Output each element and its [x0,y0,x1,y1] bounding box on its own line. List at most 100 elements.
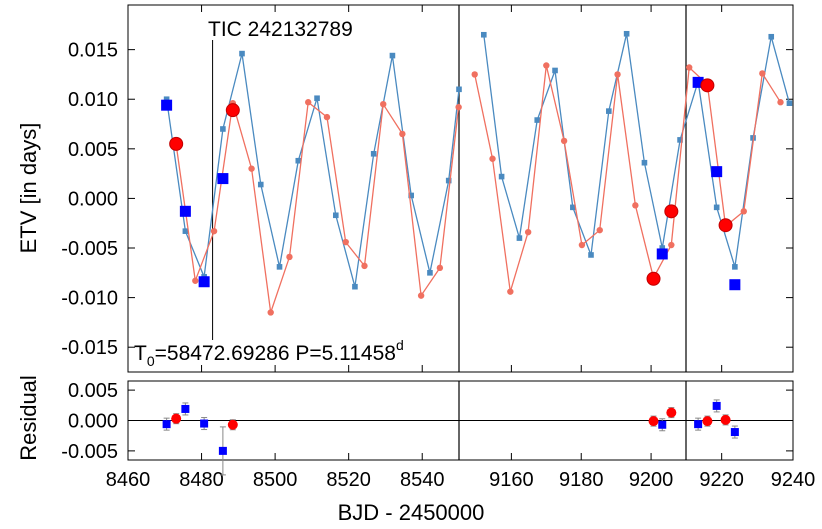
primary-model-point [380,100,387,108]
secondary-model-point [257,181,264,188]
primary-model-point [777,99,784,106]
primary-model-point [436,264,444,272]
x-tick-label: 9240 [771,469,816,491]
primary-model-point [578,241,586,249]
primary-model-point [740,208,747,215]
primary-model-point [305,99,312,106]
y-tick-label-bottom: 0.000 [68,411,118,433]
primary-model-point [417,292,425,299]
primary-model-point [507,288,514,295]
primary-residual-point [702,416,713,427]
secondary-residual-point [730,428,739,437]
primary-observed-point [664,204,679,219]
secondary-model-point [456,86,462,93]
secondary-model-point [332,212,339,219]
y-tick-label-top: 0.015 [68,40,118,62]
secondary-observed-point [161,99,173,111]
secondary-model-point [276,264,283,270]
x-tick-label: 8480 [179,469,224,491]
y-axis-label-top: ETV [in days] [16,123,41,254]
x-axis-label: BJD - 2450000 [338,500,485,525]
chart-title: TIC 242132789 [208,18,353,41]
secondary-model-point [713,204,720,211]
y-tick-label-top: -0.005 [61,238,118,260]
secondary-residual-point [181,404,190,413]
secondary-model-point [389,52,396,59]
secondary-model-point [606,108,612,114]
primary-model-point [560,137,568,145]
secondary-model-point [498,173,505,180]
primary-model-point [455,103,462,111]
secondary-residual-point [218,446,227,455]
primary-residual-point [720,414,731,425]
secondary-model-point [445,177,452,184]
primary-model-point [399,130,406,138]
secondary-residual-point [712,401,721,410]
primary-residual-point [666,407,677,418]
secondary-model-point [352,283,358,290]
secondary-model-point [408,192,414,199]
y-tick-label-top: 0.000 [68,188,118,210]
secondary-model-point [588,252,594,258]
secondary-model-point [182,228,189,234]
primary-residual-point [171,413,182,424]
secondary-model-point [480,31,487,38]
secondary-observed-point [692,76,704,88]
primary-model-point [632,202,639,209]
top-panel-frame [127,4,794,373]
secondary-observed-point [656,248,668,260]
primary-model-line [175,100,460,313]
secondary-model-point [516,235,523,241]
secondary-observed-point [711,166,723,178]
secondary-observed-point [217,173,229,185]
primary-model-point [489,155,496,162]
secondary-model-point [427,270,433,276]
secondary-model-point [295,157,302,164]
secondary-model-point [314,95,320,102]
primary-residual-point [227,419,238,430]
primary-model-point [267,309,274,316]
secondary-model-point [623,30,630,37]
primary-model-point [248,165,255,172]
primary-model-point [323,113,331,121]
primary-model-point [210,227,218,235]
secondary-model-point [163,96,170,103]
secondary-model-line [483,33,791,268]
primary-model-point [471,71,478,78]
primary-model-point [668,241,675,249]
secondary-observed-point [729,279,741,291]
secondary-model-point [534,117,541,123]
y-tick-label-top: -0.015 [61,337,118,359]
y-axis-label-bottom: Residual [16,375,41,461]
secondary-residual-point [694,420,703,429]
primary-model-point [686,64,693,71]
primary-model-point [361,262,368,270]
primary-model-point [286,253,293,261]
secondary-residual-point [200,419,209,428]
primary-model-point [543,62,550,69]
y-tick-label-top: 0.010 [68,89,118,111]
secondary-model-point [641,159,648,166]
x-tick-label: 9160 [489,469,534,491]
secondary-model-point [677,137,683,143]
primary-model-point [596,226,603,234]
secondary-observed-point [179,205,191,217]
primary-model-point [342,238,349,246]
primary-model-point [192,277,199,284]
x-tick-label: 9220 [699,469,744,491]
x-tick-label: 9180 [559,469,604,491]
secondary-model-point [570,204,576,211]
secondary-model-point [659,245,666,251]
secondary-residual-point [658,420,667,429]
secondary-model-point [220,126,226,132]
primary-model-point [759,70,766,77]
secondary-residual-point [162,420,171,429]
primary-observed-point [718,218,733,233]
primary-observed-point [700,78,715,93]
secondary-model-point [786,100,793,106]
primary-model-point [524,228,532,236]
secondary-model-point [239,50,245,57]
x-tick-label: 8460 [106,469,151,491]
y-tick-label-bottom: -0.005 [61,441,118,463]
primary-observed-point [646,271,661,286]
